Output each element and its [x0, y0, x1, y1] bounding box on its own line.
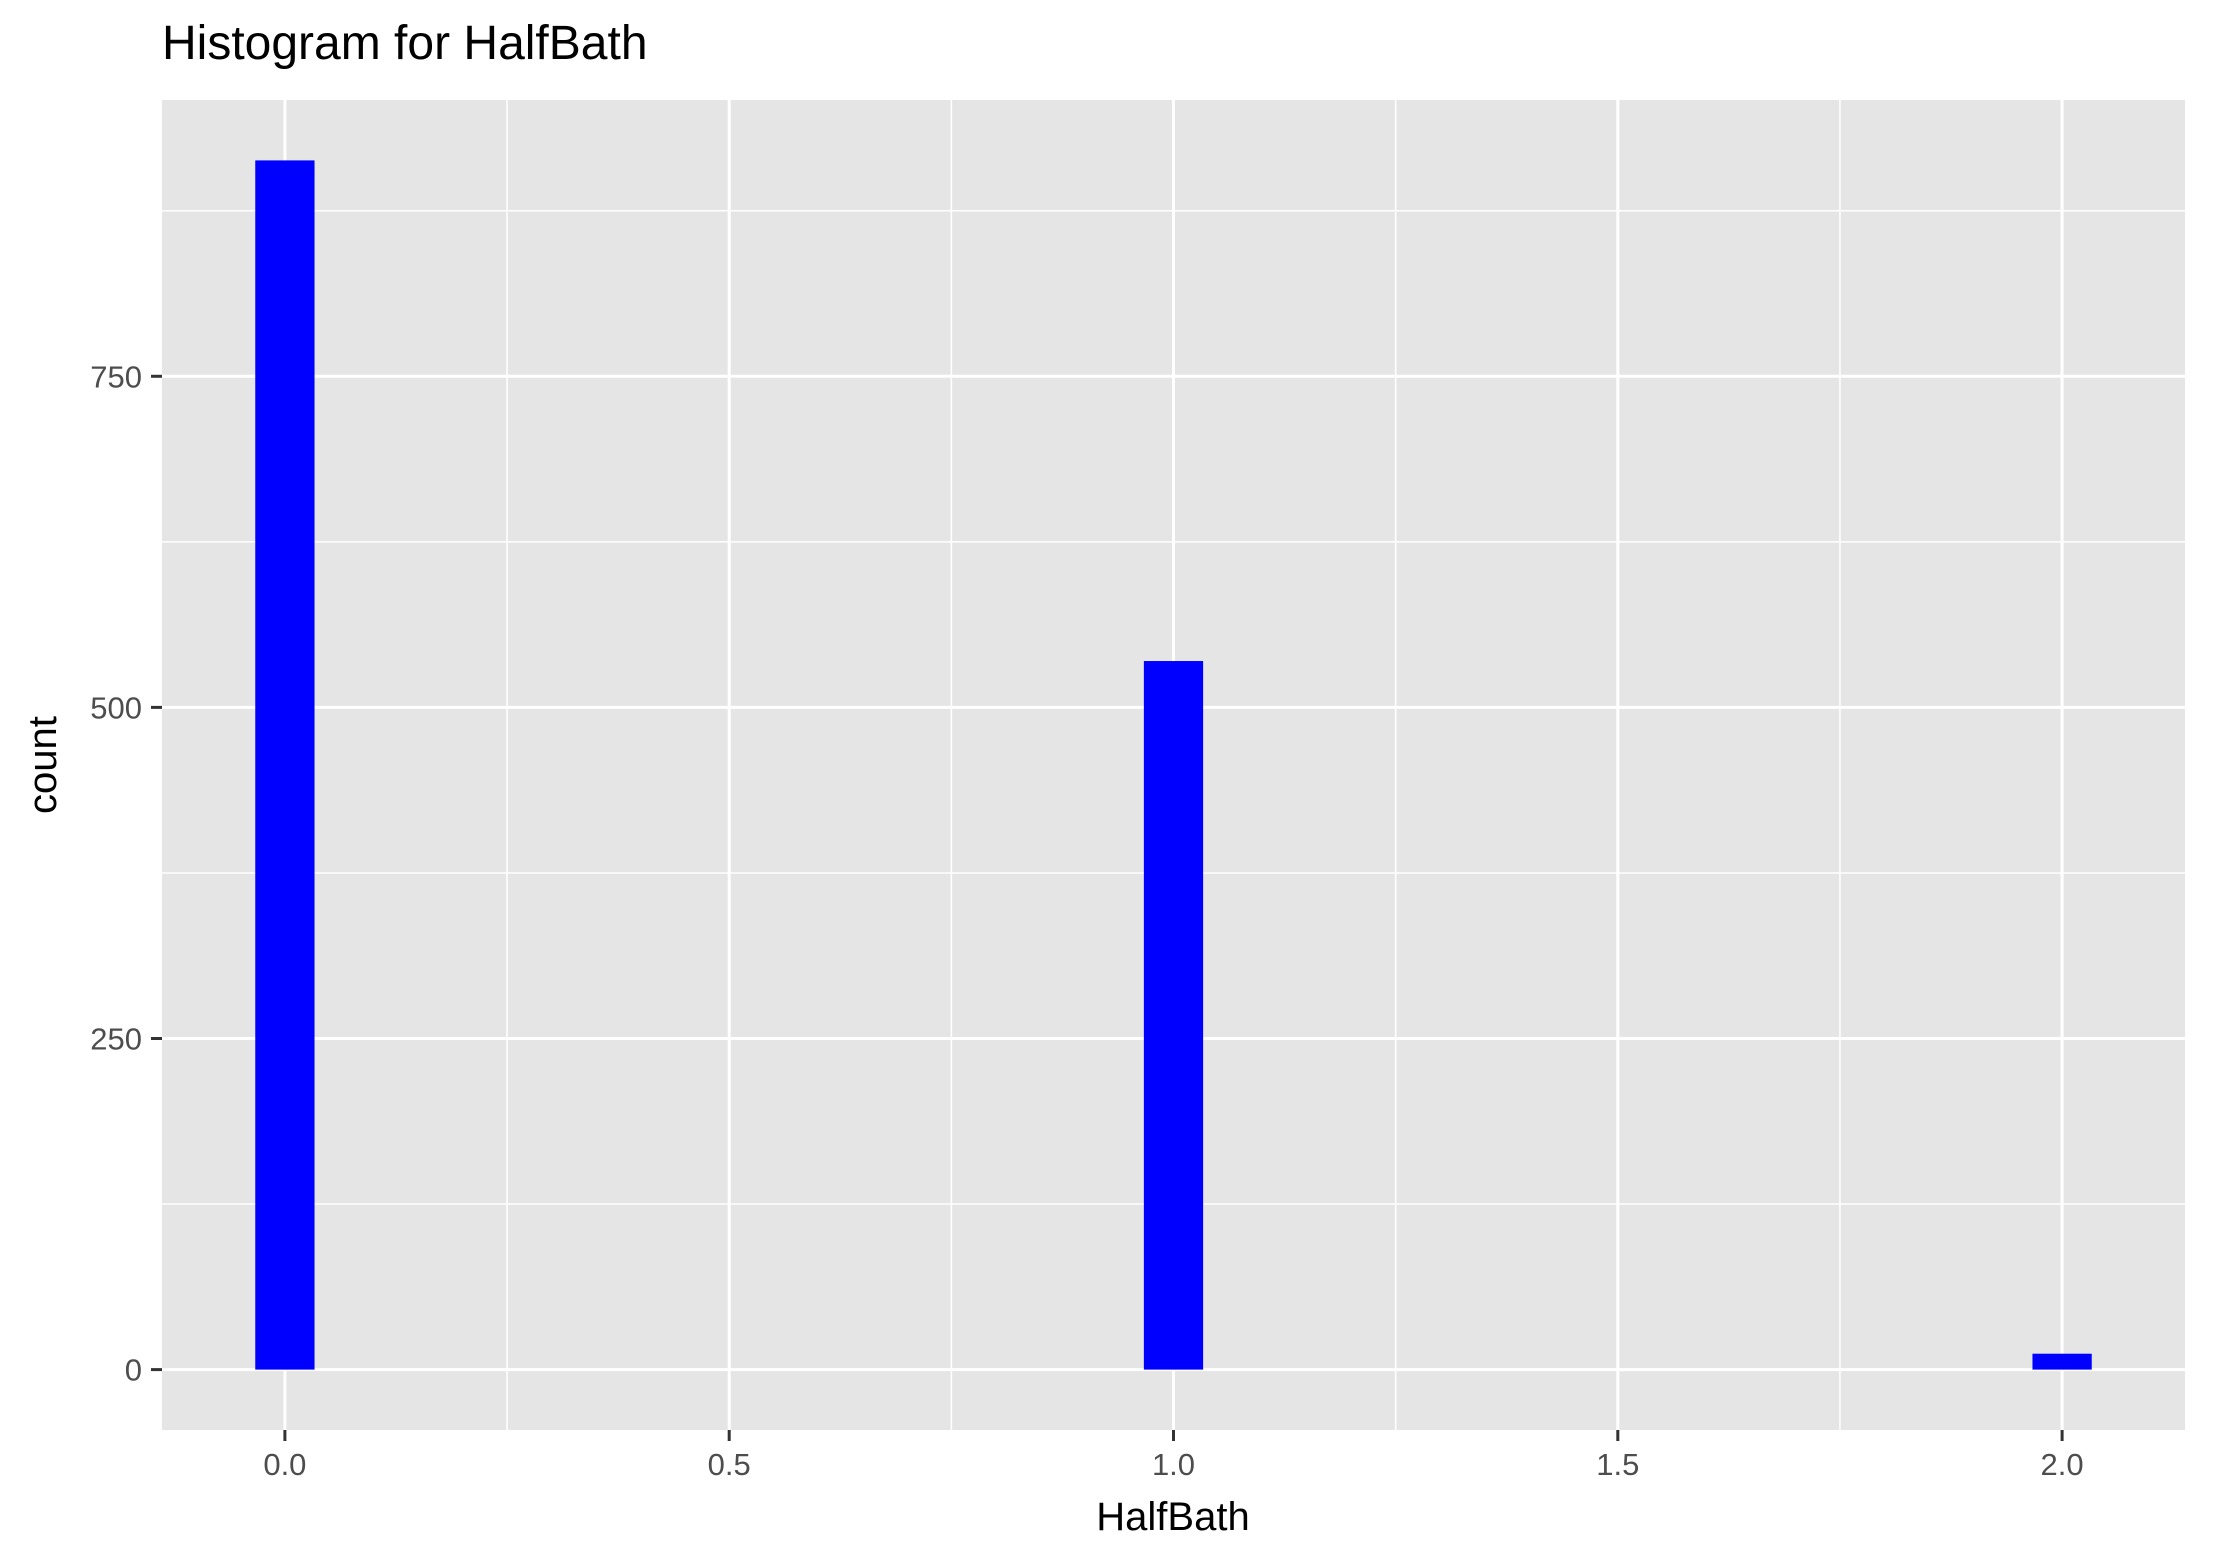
y-tick-label: 250 [90, 1021, 142, 1056]
x-tick-label: 0.5 [708, 1447, 751, 1482]
x-axis: 0.0 0.5 1.0 1.5 2.0 [263, 1430, 2084, 1482]
x-tick-label: 1.5 [1596, 1447, 1639, 1482]
x-tick-label: 1.0 [1152, 1447, 1195, 1482]
y-axis: 0 250 500 750 [90, 359, 162, 1388]
histogram-bar [255, 160, 315, 1370]
y-tick-label: 0 [125, 1353, 142, 1388]
x-tick-label: 2.0 [2041, 1447, 2084, 1482]
chart-title: Histogram for HalfBath [162, 17, 648, 70]
x-axis-label: HalfBath [1096, 1495, 1249, 1539]
y-tick-label: 500 [90, 690, 142, 725]
x-tick-label: 0.0 [263, 1447, 306, 1482]
histogram-bar [2032, 1353, 2092, 1370]
histogram-bar [1143, 661, 1204, 1370]
histogram-bars [255, 160, 2092, 1370]
y-axis-label: count [21, 716, 65, 814]
y-tick-label: 750 [90, 359, 142, 394]
